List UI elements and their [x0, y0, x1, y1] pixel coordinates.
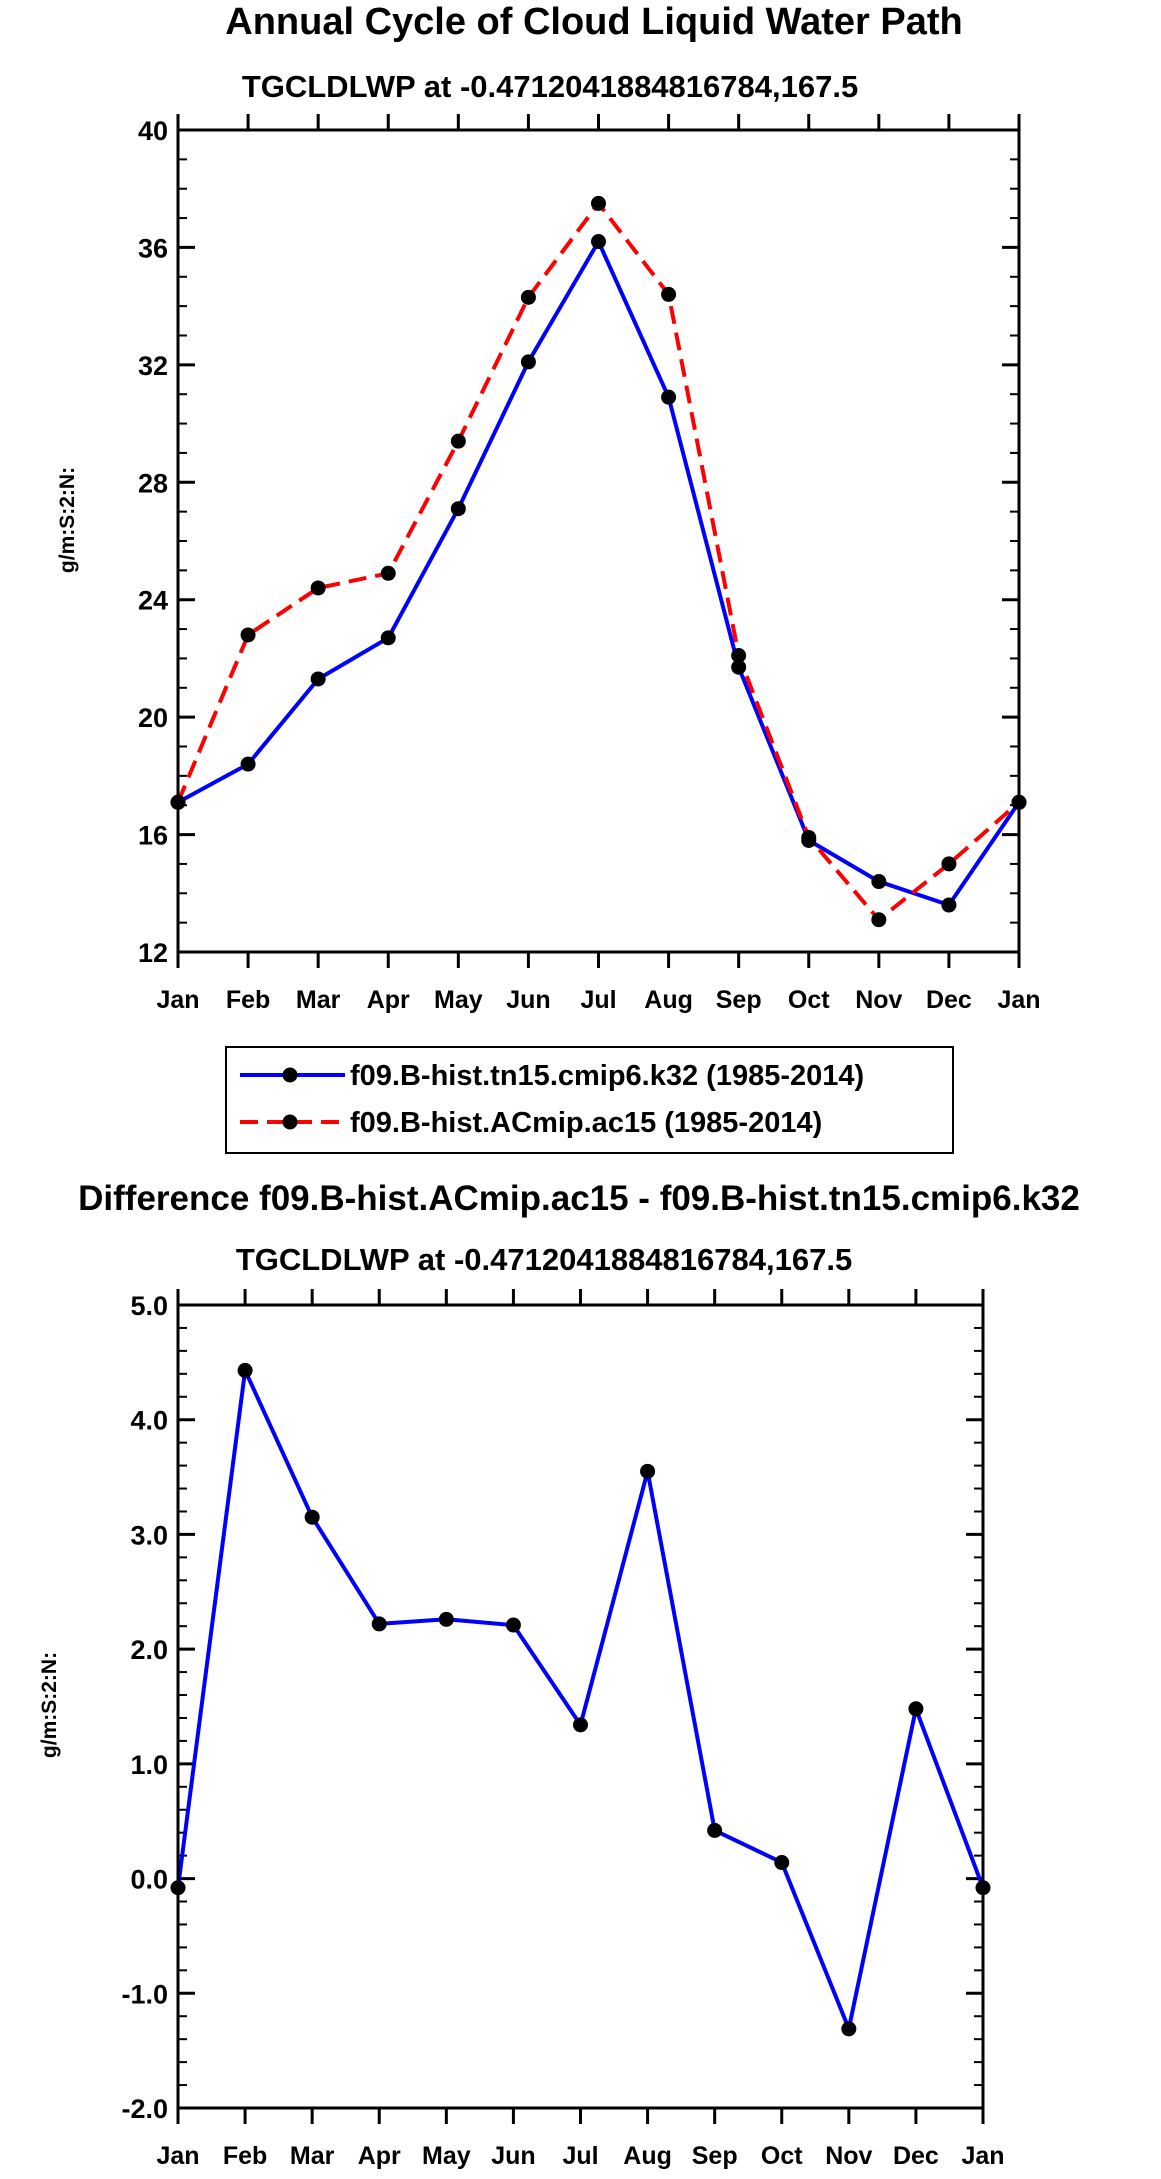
- x-tick-label: Oct: [788, 986, 830, 1014]
- chart1-series-1-point: [450, 501, 466, 517]
- x-tick-label: Jun: [491, 2142, 535, 2170]
- legend-label-series-2: f09.B-hist.ACmip.ac15 (1985-2014): [350, 1107, 822, 1139]
- chart1-series-1-point: [380, 630, 396, 646]
- y-tick-label: 12: [138, 938, 168, 968]
- chart1-series-1-point: [310, 671, 326, 687]
- x-tick-label: Oct: [761, 2142, 803, 2170]
- x-tick-label: Feb: [223, 2142, 267, 2170]
- x-tick-label: Apr: [358, 2142, 401, 2170]
- chart1-series-2-point: [801, 830, 817, 846]
- chart2-series-1-point: [505, 1617, 521, 1633]
- x-tick-label: May: [434, 986, 483, 1014]
- chart1-series-line-2: [176, 201, 1021, 922]
- chart1-series-1-point: [591, 234, 606, 250]
- chart1-series-2-point: [731, 647, 747, 663]
- y-tick-label: 2.0: [130, 1635, 168, 1665]
- legend: f09.B-hist.tn15.cmip6.k32 (1985-2014) f0…: [225, 1046, 954, 1154]
- y-tick-label: 36: [138, 233, 168, 263]
- chart1-frame: [176, 128, 1021, 954]
- x-tick-label: Feb: [226, 986, 270, 1014]
- chart1-series-1-point: [941, 897, 957, 913]
- x-tick-label: Jun: [506, 986, 550, 1014]
- chart2-series: [170, 1362, 991, 2037]
- chart2-series-1-point: [304, 1509, 320, 1525]
- chart1-series-2-point: [591, 195, 606, 211]
- x-tick-label: May: [422, 2142, 471, 2170]
- y-tick-label: 0.0: [130, 1865, 168, 1895]
- x-tick-label: Jul: [562, 2142, 598, 2170]
- x-tick-label: Sep: [716, 986, 762, 1014]
- chart1-series-line-1: [177, 239, 1021, 907]
- chart1-series-1-point: [520, 354, 536, 370]
- chart2-series-1-point: [371, 1616, 387, 1632]
- chart1-series-1-point: [240, 756, 256, 772]
- chart1-title: TGCLDLWP at -0.4712041884816784,167.5: [242, 69, 858, 104]
- y-tick-label: 40: [138, 116, 168, 146]
- y-tick-label: 5.0: [130, 1291, 168, 1321]
- chart1-series-2-point: [380, 565, 396, 581]
- x-tick-label: Jan: [156, 2142, 199, 2170]
- legend-box: [225, 1046, 954, 1154]
- chart2-series-1-point: [237, 1362, 253, 1378]
- chart2-title: TGCLDLWP at -0.4712041884816784,167.5: [236, 1242, 852, 1277]
- difference-chart: TGCLDLWP at -0.4712041884816784,167.5 g/…: [38, 1242, 1005, 2170]
- chart2-series-1-point: [640, 1463, 656, 1479]
- chart2-frame: [176, 1303, 985, 2110]
- y-tick-label: 20: [138, 703, 168, 733]
- chart1-series-2-point: [240, 627, 256, 643]
- chart2-series-1-point: [908, 1701, 924, 1717]
- chart1-series-2-point: [450, 433, 466, 449]
- x-tick-label: Mar: [290, 2142, 335, 2170]
- x-tick-label: Aug: [644, 986, 693, 1014]
- chart2-ylabel: g/m:S:2:N:: [38, 1652, 61, 1758]
- chart2-series-1-point: [841, 2021, 857, 2037]
- chart2-series-1-point: [438, 1611, 454, 1627]
- y-tick-label: 3.0: [130, 1520, 168, 1550]
- y-tick-label: 16: [138, 821, 168, 851]
- chart2-series-1-point: [774, 1855, 790, 1871]
- legend-marker-series-2: [282, 1114, 298, 1130]
- y-tick-label: -2.0: [121, 2094, 168, 2124]
- chart2-series-line-1: [176, 1368, 985, 2031]
- chart1-series: [170, 195, 1027, 928]
- chart1-series-2-point: [310, 580, 326, 596]
- x-tick-label: Jan: [156, 986, 199, 1014]
- chart1-series-1-point: [661, 389, 677, 405]
- x-tick-label: Dec: [893, 2142, 939, 2170]
- y-tick-label: 24: [138, 586, 168, 616]
- x-tick-label: Nov: [855, 986, 902, 1014]
- x-tick-label: Sep: [692, 2142, 738, 2170]
- chart1-series-1-point: [871, 874, 887, 890]
- chart1-series-2-point: [520, 289, 536, 305]
- difference-title: Difference f09.B-hist.ACmip.ac15 - f09.B…: [78, 1179, 1080, 1218]
- x-tick-label: Jan: [997, 986, 1040, 1014]
- chart1-series-2-point: [941, 856, 957, 872]
- legend-label-series-1: f09.B-hist.tn15.cmip6.k32 (1985-2014): [350, 1060, 864, 1092]
- x-tick-label: Apr: [367, 986, 410, 1014]
- y-tick-label: -1.0: [121, 1979, 168, 2009]
- chart1-series-2-point: [661, 286, 677, 302]
- chart2-series-1-point: [573, 1717, 588, 1733]
- x-tick-label: Nov: [825, 2142, 872, 2170]
- chart1-ylabel: g/m:S:2:N:: [56, 467, 79, 573]
- y-tick-label: 1.0: [130, 1750, 168, 1780]
- chart2-series-1-point: [707, 1822, 723, 1838]
- x-tick-label: Jul: [580, 986, 616, 1014]
- main-title: Annual Cycle of Cloud Liquid Water Path: [225, 1, 963, 43]
- y-tick-label: 32: [138, 351, 168, 381]
- chart1-series-2-point: [871, 912, 887, 928]
- x-tick-label: Jan: [961, 2142, 1004, 2170]
- x-tick-label: Mar: [296, 986, 341, 1014]
- x-tick-label: Aug: [623, 2142, 672, 2170]
- y-tick-label: 28: [138, 468, 168, 498]
- chart1-series-1-point: [731, 659, 747, 675]
- x-tick-label: Dec: [926, 986, 972, 1014]
- chart2-ticks: [176, 1289, 985, 2124]
- y-tick-label: 4.0: [130, 1406, 168, 1436]
- annual-cycle-chart: TGCLDLWP at -0.4712041884816784,167.5 g/…: [56, 69, 1041, 1014]
- legend-marker-series-1: [282, 1067, 298, 1083]
